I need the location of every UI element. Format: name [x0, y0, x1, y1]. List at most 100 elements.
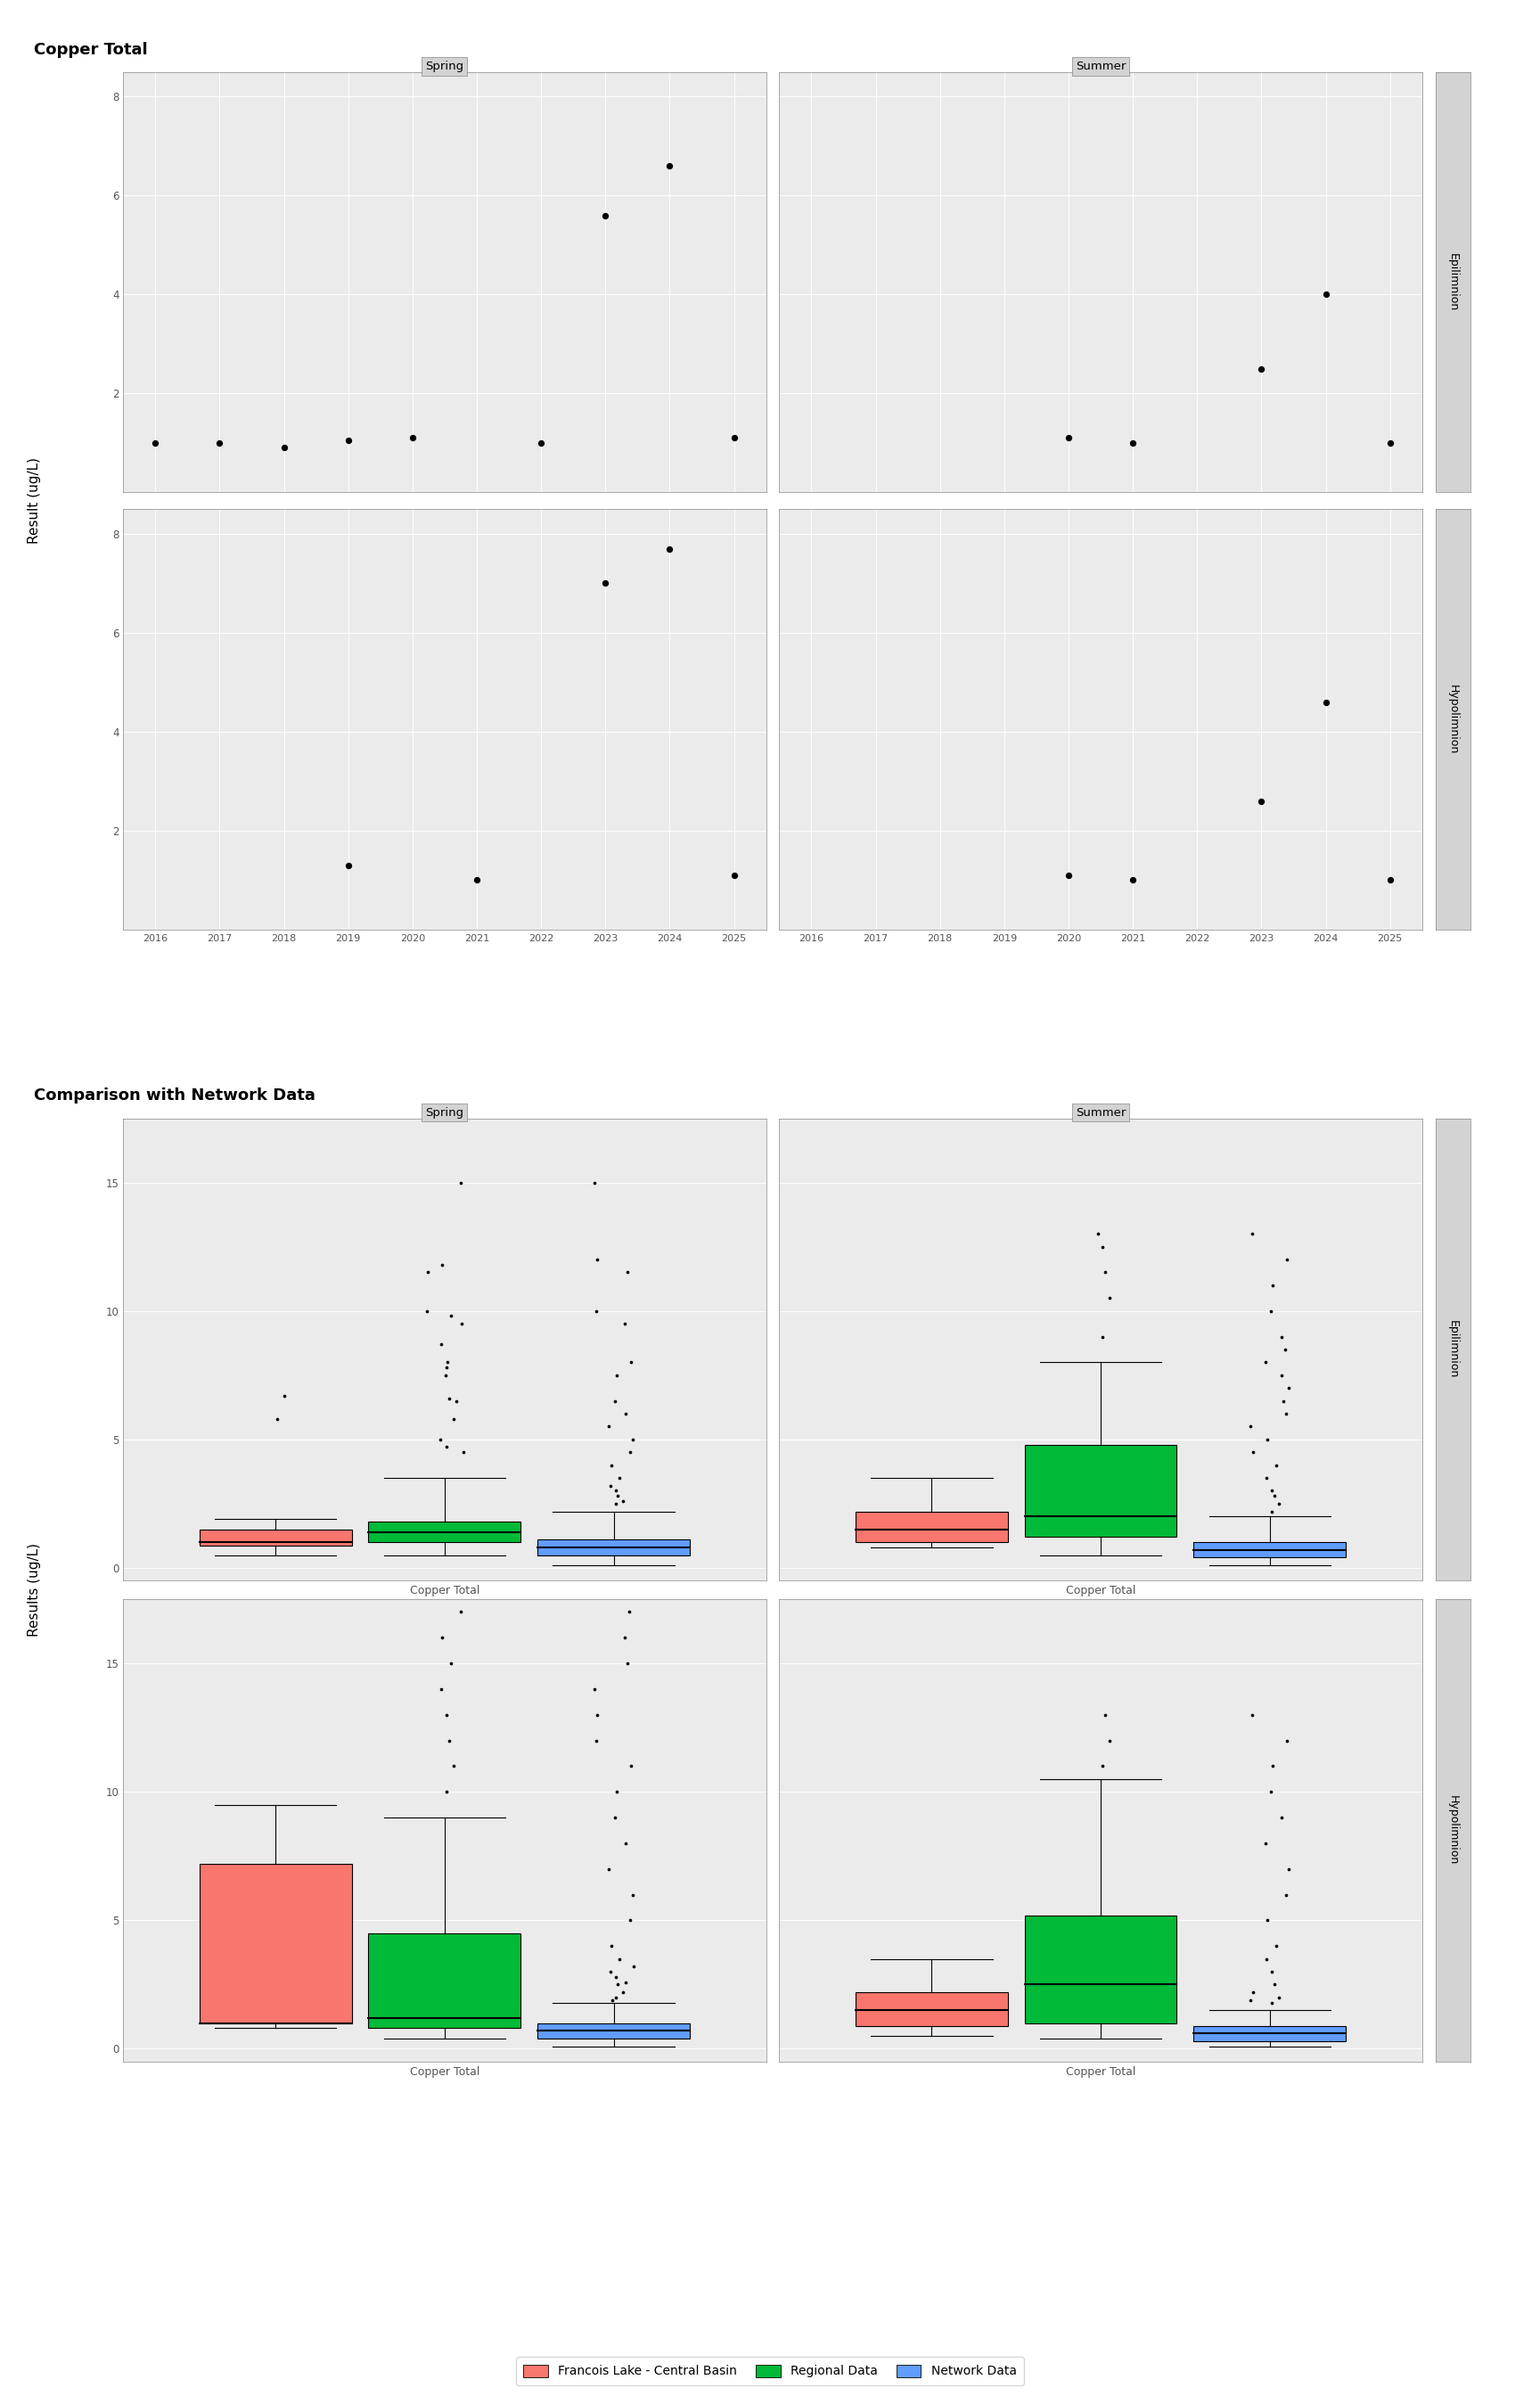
Point — [1269, 1799, 1294, 1838]
Point — [434, 1696, 459, 1735]
Point — [448, 1164, 473, 1203]
Point — [436, 1344, 460, 1382]
Point — [621, 1421, 645, 1459]
Point — [1241, 1974, 1266, 2013]
Point — [619, 1747, 644, 1785]
Legend: Francois Lake - Central Basin, Regional Data, Network Data: Francois Lake - Central Basin, Regional … — [516, 2358, 1024, 2384]
Point — [414, 1291, 439, 1330]
Point — [450, 1303, 474, 1342]
Point — [400, 419, 425, 458]
Bar — [855, 1512, 1007, 1543]
Point — [1090, 1747, 1115, 1785]
Point — [1275, 1720, 1300, 1759]
Point — [618, 1900, 642, 1938]
Point — [1260, 1953, 1284, 1991]
Title: Spring: Spring — [425, 60, 464, 72]
Point — [416, 1253, 440, 1291]
Point — [1241, 1433, 1266, 1471]
Point — [1240, 1215, 1264, 1253]
Point — [1096, 1279, 1121, 1318]
Point — [607, 1941, 631, 1979]
Point — [602, 1799, 627, 1838]
Point — [613, 1303, 638, 1342]
Point — [602, 1382, 627, 1421]
Point — [604, 1979, 628, 2017]
Point — [1240, 1696, 1264, 1735]
Point — [208, 424, 233, 462]
Point — [1314, 683, 1338, 721]
Text: Epilimnion: Epilimnion — [1448, 1320, 1458, 1378]
Point — [1275, 1241, 1300, 1279]
Bar — [1194, 1543, 1346, 1557]
Point — [614, 1253, 639, 1291]
Point — [273, 1378, 297, 1416]
Point — [601, 1981, 625, 2020]
Bar — [855, 1993, 1007, 2025]
Point — [582, 1670, 607, 1708]
Point — [613, 1823, 638, 1862]
Point — [434, 1428, 459, 1466]
Point — [722, 419, 747, 458]
Point — [1261, 1965, 1286, 2003]
Point — [604, 1773, 628, 1811]
Point — [658, 146, 682, 184]
Point — [143, 424, 168, 462]
Point — [436, 1720, 460, 1759]
Point — [658, 530, 682, 568]
Point — [1263, 1926, 1287, 1965]
Point — [436, 1380, 460, 1418]
Point — [598, 1406, 622, 1445]
Point — [1258, 1291, 1283, 1330]
Point — [1249, 781, 1274, 819]
Point — [582, 1164, 607, 1203]
Point — [1260, 1493, 1284, 1531]
Point — [604, 1471, 628, 1509]
Point — [451, 1433, 476, 1471]
Point — [1254, 1344, 1278, 1382]
Text: Epilimnion: Epilimnion — [1448, 254, 1458, 311]
Point — [1255, 1421, 1280, 1459]
Point — [434, 1773, 459, 1811]
Bar — [368, 1934, 521, 2029]
Bar — [368, 1521, 521, 1543]
Point — [1121, 860, 1146, 898]
Text: Result (ug/L): Result (ug/L) — [28, 458, 40, 544]
Point — [599, 1466, 624, 1505]
Point — [604, 1958, 628, 1996]
Point — [430, 1670, 454, 1708]
Point — [440, 1747, 465, 1785]
Text: Comparison with Network Data: Comparison with Network Data — [34, 1088, 316, 1105]
Point — [265, 1399, 290, 1438]
Point — [613, 1394, 638, 1433]
Point — [1249, 350, 1274, 388]
Bar — [537, 2022, 690, 2039]
Point — [621, 1948, 645, 1986]
Point — [1260, 1984, 1284, 2022]
Point — [1270, 1382, 1295, 1421]
Point — [1266, 1979, 1291, 2017]
Point — [1269, 1356, 1294, 1394]
Point — [1274, 1876, 1298, 1914]
Point — [598, 1850, 622, 1888]
Point — [1255, 1459, 1280, 1498]
Point — [1260, 1471, 1284, 1509]
Bar — [199, 1529, 351, 1545]
Point — [528, 424, 553, 462]
Point — [604, 1356, 628, 1394]
Point — [1269, 1318, 1294, 1356]
Point — [1277, 1368, 1301, 1406]
Point — [605, 1965, 630, 2003]
Point — [465, 860, 490, 898]
Point — [593, 196, 618, 235]
Point — [599, 1926, 624, 1965]
Point — [448, 1593, 473, 1632]
Point — [1086, 1215, 1110, 1253]
Point — [585, 1696, 610, 1735]
Point — [584, 1720, 608, 1759]
Bar — [1194, 2025, 1346, 2041]
Point — [1092, 1696, 1117, 1735]
Point — [1238, 1406, 1263, 1445]
Point — [336, 846, 360, 884]
Point — [1096, 1720, 1121, 1759]
Point — [336, 422, 360, 460]
